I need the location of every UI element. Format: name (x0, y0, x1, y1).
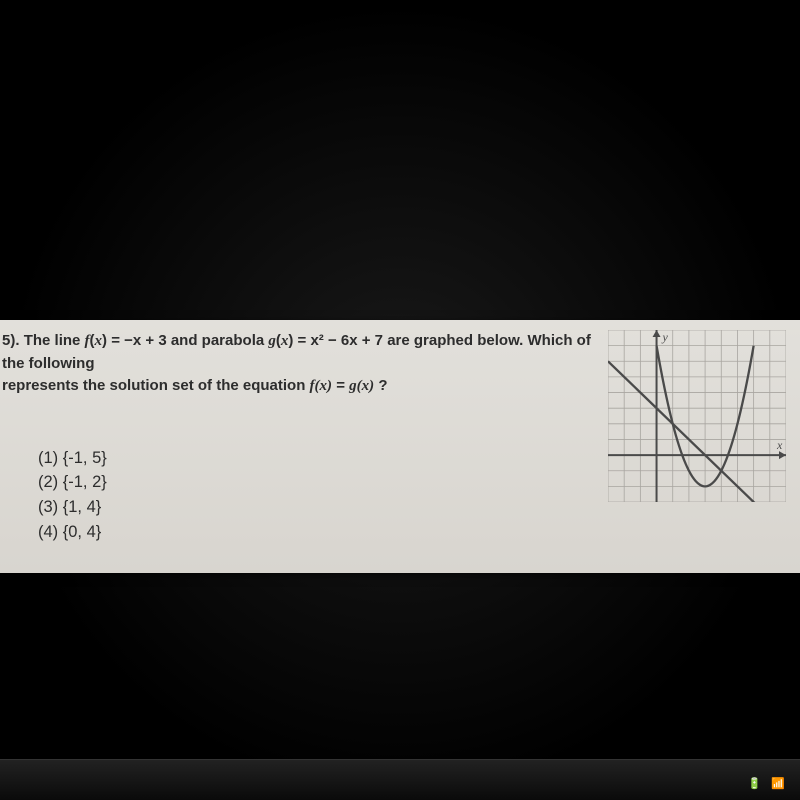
q-qm: ? (374, 377, 387, 394)
q-line2: represents the solution set of the equat… (2, 377, 310, 394)
option-1[interactable]: (1) {-1, 5} (38, 446, 600, 471)
graph-svg: xy (608, 330, 786, 502)
q-t1: The line (24, 332, 85, 349)
q-f: f (85, 333, 90, 349)
status-icons: 🔋 📶 (748, 777, 785, 790)
q-lineexpr: = −x + 3 (107, 332, 167, 349)
svg-text:x: x (776, 438, 783, 452)
option-2[interactable]: (2) {-1, 2} (38, 470, 600, 495)
laptop-bezel: 🔋 📶 (0, 759, 800, 800)
graph-container: xy (608, 330, 786, 502)
svg-text:y: y (662, 330, 669, 344)
q-lhs: f(x) (310, 378, 333, 394)
option-4[interactable]: (4) {0, 4} (38, 520, 600, 545)
question-card: 5). The line f(x) = −x + 3 and parabola … (0, 320, 800, 573)
q-number: 5). (2, 332, 20, 349)
answer-options: (1) {-1, 5} (2) {-1, 2} (3) {1, 4} (4) {… (38, 446, 600, 545)
q-x1: x (95, 333, 103, 349)
q-x2: x (281, 333, 289, 349)
question-stem: 5). The line f(x) = −x + 3 and parabola … (2, 330, 600, 545)
q-g: g (268, 333, 276, 349)
q-eq: = (332, 377, 349, 394)
signal-icon: 📶 (771, 777, 785, 790)
q-rhs: g(x) (349, 378, 374, 394)
battery-icon: 🔋 (748, 777, 762, 790)
option-3[interactable]: (3) {1, 4} (38, 495, 600, 520)
q-parabexpr: = x² − 6x + 7 (293, 332, 383, 349)
q-mid1: and parabola (171, 332, 269, 349)
